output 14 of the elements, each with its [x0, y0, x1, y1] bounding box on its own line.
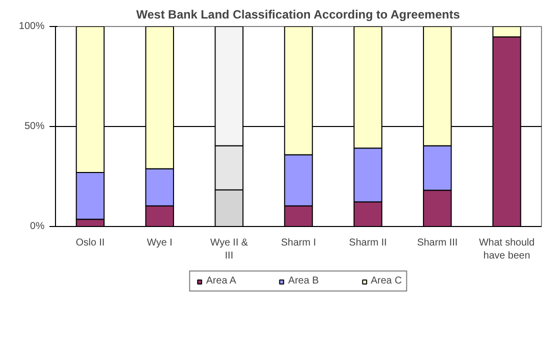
- y-tick-label: 100%: [18, 21, 45, 32]
- legend-label: Area B: [288, 276, 319, 286]
- chart-title: West Bank Land Classification According to Agreements: [136, 8, 460, 22]
- legend-label: Area C: [370, 276, 402, 286]
- x-tick-label: Wye I: [146, 238, 172, 248]
- y-tick-label: 0%: [30, 221, 45, 232]
- x-tick-label: Sharm I: [280, 238, 316, 248]
- x-tick-label: Sharm II: [349, 238, 387, 248]
- x-tick-label: What should have been: [478, 238, 535, 262]
- y-tick-label: 50%: [24, 121, 45, 132]
- x-tick-label: Wye II & III: [210, 238, 248, 262]
- x-tick-label: Sharm III: [417, 238, 458, 248]
- x-tick-label: Oslo II: [76, 238, 105, 248]
- legend-label: Area A: [206, 276, 236, 286]
